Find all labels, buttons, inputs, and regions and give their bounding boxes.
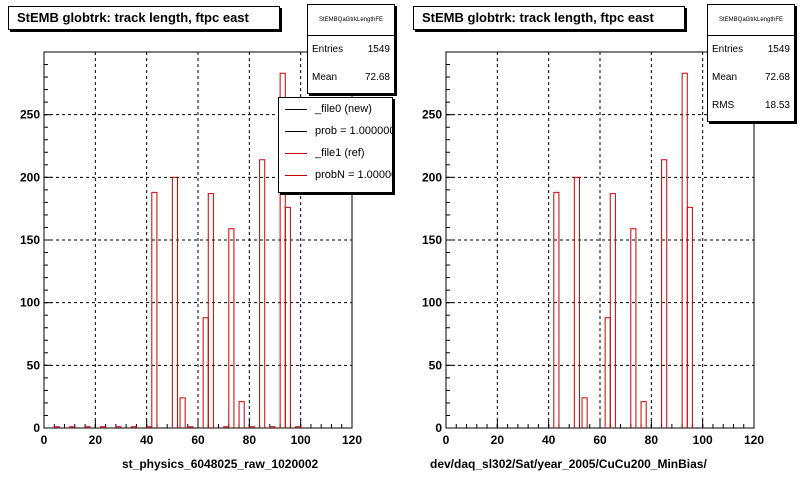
y-tick-label-left: 250 xyxy=(20,108,40,122)
histogram-bin-left-9 xyxy=(179,397,186,428)
histogram-bin-right-3 xyxy=(604,317,611,428)
x-tick-label-left: 60 xyxy=(191,433,205,447)
stats-rms-row-right: RMS 18.53 xyxy=(708,92,794,120)
stats-mean-value-left: 72.68 xyxy=(364,72,390,83)
y-tick-label-left: 150 xyxy=(20,233,40,247)
histogram-bin-left-2 xyxy=(84,426,91,428)
x-tick-label-right: 20 xyxy=(491,433,505,447)
chart-title-left-text: StEMB globtrk: track length, ftpc east xyxy=(17,10,249,25)
y-tick-label-right: 150 xyxy=(422,233,442,247)
stats-entries-value-right: 1549 xyxy=(767,44,790,55)
histogram-bin-right-7 xyxy=(661,159,668,428)
y-tick-label-left: 50 xyxy=(27,358,41,372)
legend-line-probn xyxy=(285,175,307,176)
stats-entries-label-right: Entries xyxy=(712,44,744,55)
legend-line-prob xyxy=(285,131,307,132)
x-tick-label-left: 80 xyxy=(243,433,257,447)
histogram-bin-left-17 xyxy=(259,159,266,428)
stats-name-right: StEMBQaGtrkLengthFE xyxy=(708,5,794,36)
histogram-bin-left-18 xyxy=(269,426,276,428)
legend-entry-file0: _file0 (new) xyxy=(279,98,392,120)
histogram-bin-right-1 xyxy=(573,176,580,428)
legend-entry-probn: probN = 1.000000 xyxy=(279,164,392,186)
histogram-bin-left-12 xyxy=(207,193,214,428)
histogram-bin-left-10 xyxy=(187,426,194,428)
x-tick-label-right: 120 xyxy=(744,433,764,447)
stats-mean-label-left: Mean xyxy=(312,72,338,83)
histogram-bin-left-4 xyxy=(115,426,122,428)
stats-name-left: StEMBQaGtrkLengthFE xyxy=(308,5,394,36)
histogram-bin-right-5 xyxy=(630,228,637,428)
x-tick-label-right: 80 xyxy=(645,433,659,447)
x-tick-label-right: 40 xyxy=(542,433,556,447)
histogram-bin-right-9 xyxy=(686,206,693,428)
y-tick-label-right: 250 xyxy=(422,108,442,122)
x-tick-label-left: 20 xyxy=(89,433,103,447)
histogram-bin-left-11 xyxy=(202,317,209,428)
stats-mean-row-left: Mean 72.68 xyxy=(308,64,394,92)
stats-mean-label-right: Mean xyxy=(712,72,738,83)
legend-label-file1: _file1 (ref) xyxy=(315,147,365,159)
stats-rms-label-right: RMS xyxy=(712,100,735,111)
y-tick-label-right: 100 xyxy=(422,296,442,310)
x-axis-label-left: st_physics_6048025_raw_1020002 xyxy=(122,457,319,471)
histogram-bin-left-0 xyxy=(53,426,60,428)
stats-entries-row-right: Entries 1549 xyxy=(708,36,794,64)
x-tick-label-left: 40 xyxy=(140,433,154,447)
y-tick-label-right: 50 xyxy=(429,358,443,372)
legend-label-file0: _file0 (new) xyxy=(315,103,372,115)
histogram-bin-right-2 xyxy=(581,397,588,428)
legend-entry-file1: _file1 (ref) xyxy=(279,142,392,164)
stats-rms-value-right: 18.53 xyxy=(764,100,790,111)
stats-box-left: StEMBQaGtrkLengthFE Entries 1549 Mean 72… xyxy=(307,4,395,94)
y-tick-label-right: 0 xyxy=(435,421,442,435)
histogram-bin-left-20 xyxy=(284,206,291,428)
legend-label-prob: prob = 1.000000 xyxy=(315,125,393,137)
chart-title-right-text: StEMB globtrk: track length, ftpc east xyxy=(422,10,654,25)
x-tick-label-left: 100 xyxy=(291,433,311,447)
x-tick-label-right: 60 xyxy=(593,433,607,447)
legend-label-probn: probN = 1.000000 xyxy=(315,169,392,181)
stats-entries-value-left: 1549 xyxy=(367,44,390,55)
y-tick-label-left: 100 xyxy=(20,296,40,310)
histogram-bin-left-14 xyxy=(228,228,235,428)
x-tick-label-right: 100 xyxy=(693,433,713,447)
histogram-bin-right-6 xyxy=(640,401,647,428)
histogram-bin-left-5 xyxy=(130,426,137,428)
histogram-bin-left-15 xyxy=(238,401,245,428)
chart-title-left: StEMB globtrk: track length, ftpc east xyxy=(8,6,280,30)
stats-mean-value-right: 72.68 xyxy=(764,72,790,83)
histogram-bin-left-16 xyxy=(248,426,255,428)
stats-entries-row-left: Entries 1549 xyxy=(308,36,394,64)
histogram-bin-left-21 xyxy=(295,426,302,428)
legend-line-file1 xyxy=(285,153,307,154)
stats-box-right: StEMBQaGtrkLengthFE Entries 1549 Mean 72… xyxy=(707,4,795,122)
legend-line-file0 xyxy=(285,109,307,110)
histogram-bin-right-8 xyxy=(681,72,688,428)
x-tick-label-left: 0 xyxy=(41,433,48,447)
histogram-bin-left-8 xyxy=(171,176,178,428)
x-axis-label-right: dev/daq_sl302/Sat/year_2005/CuCu200_MinB… xyxy=(430,457,707,471)
histogram-bin-left-7 xyxy=(151,191,158,428)
y-tick-label-right: 200 xyxy=(422,170,442,184)
histogram-bin-left-3 xyxy=(99,426,107,428)
y-tick-label-left: 0 xyxy=(33,421,40,435)
chart-title-right: StEMB globtrk: track length, ftpc east xyxy=(413,6,685,30)
stats-entries-label-left: Entries xyxy=(312,44,344,55)
x-tick-label-right: 0 xyxy=(443,433,450,447)
legend-entry-prob: prob = 1.000000 xyxy=(279,120,392,142)
histogram-bin-right-0 xyxy=(553,191,560,428)
histogram-bin-right-4 xyxy=(609,193,616,428)
x-tick-label-left: 120 xyxy=(342,433,362,447)
y-tick-label-left: 200 xyxy=(20,170,40,184)
histogram-bin-left-1 xyxy=(69,426,76,428)
legend-box: _file0 (new) prob = 1.000000 _file1 (ref… xyxy=(278,97,393,193)
stats-mean-row-right: Mean 72.68 xyxy=(708,64,794,92)
